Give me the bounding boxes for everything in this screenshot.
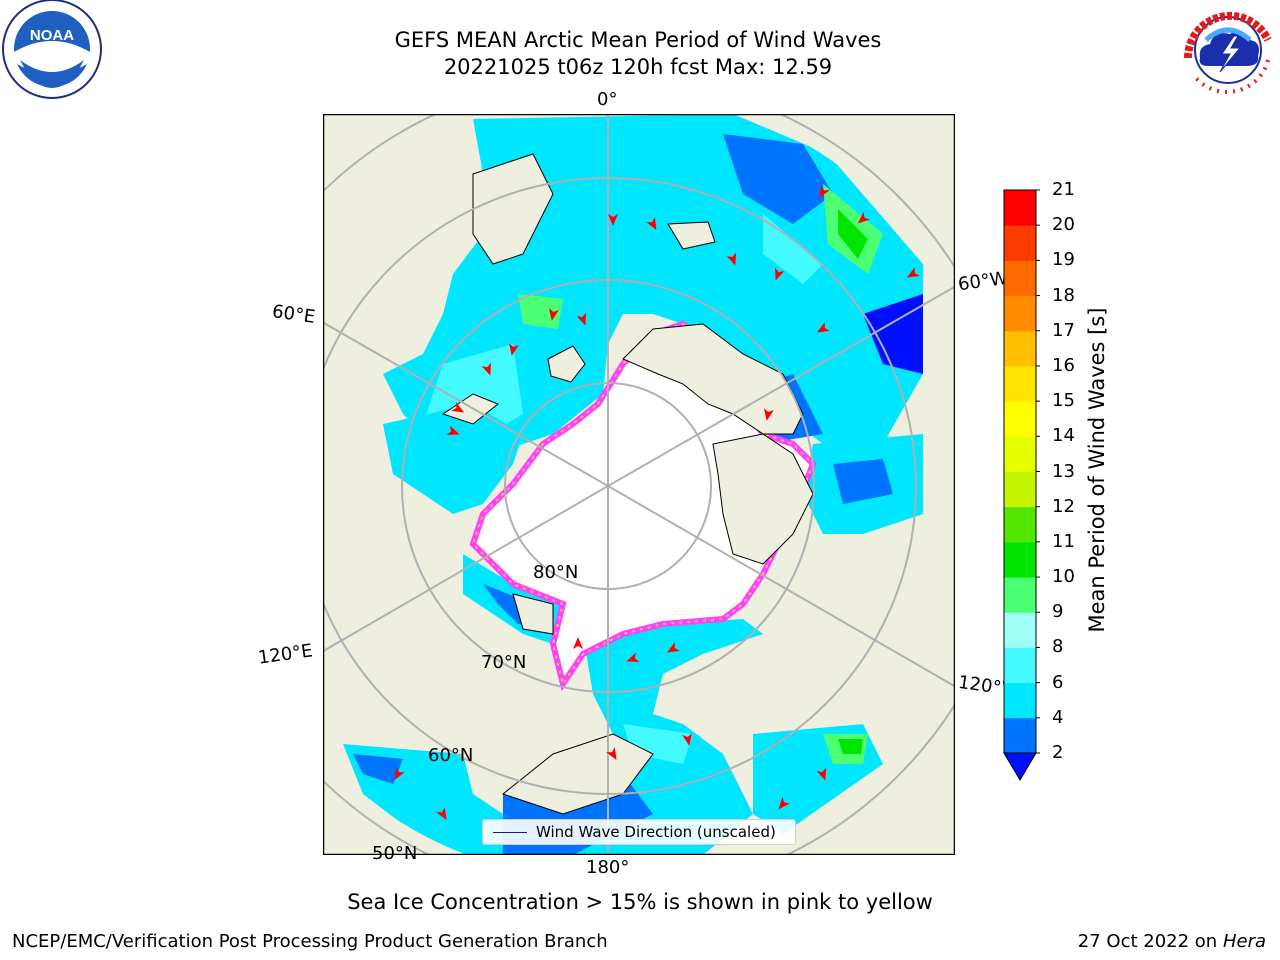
arrow <box>481 362 491 376</box>
colorbar-bin-6-8 <box>1004 647 1036 684</box>
canadian-archipelago <box>712 433 814 565</box>
wind-wave-arrows <box>394 185 920 821</box>
arrow <box>906 267 920 278</box>
arrow <box>608 214 618 226</box>
colorbar-tick-label: 17 <box>1052 319 1075 341</box>
colorbar-bin-18-19 <box>1004 260 1036 297</box>
colorbar-tick-label: 6 <box>1052 671 1064 693</box>
colorbar-tick-label: 21 <box>1052 179 1075 200</box>
colorbar-bin-11-12 <box>1004 506 1036 543</box>
label-lon-180: 180° <box>586 857 630 878</box>
colorbar-bin-12-13 <box>1004 471 1036 508</box>
legend-label: Wind Wave Direction (unscaled) <box>536 823 776 841</box>
colorbar-bin-16-17 <box>1004 330 1036 367</box>
colorbar-bin-10-11 <box>1004 541 1036 578</box>
colorbar-tick-label: 19 <box>1052 249 1075 271</box>
new-siberian-islands <box>512 593 554 635</box>
chart-title: GEFS MEAN Arctic Mean Period of Wind Wav… <box>394 28 882 52</box>
scandinavia-coast <box>472 153 554 265</box>
colorbar-bin-13-14 <box>1004 436 1036 472</box>
colorbar-tick-label: 9 <box>1052 601 1064 623</box>
colorbar-title: Mean Period of Wind Waves [s] <box>1085 307 1109 633</box>
arrow <box>508 343 519 356</box>
colorbar-tick-label: 15 <box>1052 390 1075 412</box>
polar-map <box>323 114 955 855</box>
nws-logo <box>1181 3 1275 97</box>
graticule <box>323 114 954 854</box>
arrow <box>682 733 693 746</box>
arrow <box>763 408 774 421</box>
colorbar-tick-label: 11 <box>1052 530 1075 552</box>
map-legend: Wind Wave Direction (unscaled) <box>482 819 796 845</box>
colorbar-tick-label: 10 <box>1052 566 1075 588</box>
arrow <box>726 252 736 266</box>
colorbar-bin-20-21 <box>1004 190 1036 226</box>
greenland <box>622 323 804 435</box>
footer-date-text: 27 Oct 2022 on <box>1077 931 1223 952</box>
colorbar-bin-15-16 <box>1004 365 1036 402</box>
colorbar-bin-2-4 <box>1004 717 1036 754</box>
arrow <box>816 767 826 781</box>
colorbar-bin-19-20 <box>1004 225 1036 261</box>
legend-line <box>493 831 527 833</box>
arrow <box>819 185 830 199</box>
sea-ice-note: Sea Ice Concentration > 15% is shown in … <box>347 890 933 914</box>
arrow <box>666 642 680 653</box>
colorbar-tick-label: 12 <box>1052 495 1075 517</box>
label-lon-120e: 120°E <box>256 640 314 669</box>
colorbar-tick-label: 8 <box>1052 636 1064 658</box>
arrow <box>446 425 460 435</box>
arrow <box>451 402 465 413</box>
iceland <box>667 221 716 250</box>
arrow <box>778 796 791 810</box>
colorbar-bin-8-9 <box>1004 612 1036 648</box>
colorbar-bin-4-6 <box>1004 682 1036 719</box>
novaya-zemlya <box>441 393 499 425</box>
svalbard <box>547 345 586 383</box>
colorbar-bin-14-15 <box>1004 401 1036 437</box>
arrow <box>775 267 785 281</box>
arrow <box>573 637 583 649</box>
arrow <box>548 308 559 321</box>
colorbar <box>1003 189 1040 781</box>
colorbar-tick-label: 13 <box>1052 460 1075 482</box>
colorbar-tick-label: 20 <box>1052 214 1075 236</box>
colorbar-tick-label: 16 <box>1052 354 1075 376</box>
colorbar-bin-17-18 <box>1004 295 1036 332</box>
label-lat-70: 70°N <box>481 652 527 673</box>
footer-credit: NCEP/EMC/Verification Post Processing Pr… <box>12 931 608 952</box>
label-lat-60: 60°N <box>428 745 474 766</box>
colorbar-tick-label: 18 <box>1052 284 1075 306</box>
footer-machine: Hera <box>1222 931 1266 952</box>
chart-subtitle: 20221025 t06z 120h fcst Max: 12.59 <box>443 55 833 79</box>
colorbar-under-triangle <box>1003 752 1037 781</box>
label-lat-80: 80°N <box>533 562 579 583</box>
colorbar-tick-label: 4 <box>1052 706 1064 728</box>
label-lon-0: 0° <box>597 89 618 110</box>
kara-sector <box>383 404 523 514</box>
label-lon-60e: 60°E <box>270 301 317 328</box>
label-lat-50: 50°N <box>372 843 418 864</box>
arrow <box>576 312 586 326</box>
noaa-logo-text: NOAA <box>30 27 74 44</box>
arrow <box>394 767 405 781</box>
arrow <box>626 652 640 662</box>
colorbar-bin-9-10 <box>1004 577 1036 613</box>
arrow <box>436 807 447 821</box>
arrow <box>606 747 617 761</box>
arrow <box>816 322 830 333</box>
colorbar-tick-label: 14 <box>1052 425 1075 447</box>
arrow <box>857 211 871 224</box>
arrow <box>646 217 657 231</box>
noaa-logo: NOAA <box>2 0 102 99</box>
colorbar-tick-label: 2 <box>1052 742 1064 763</box>
footer-date: 27 Oct 2022 on Hera <box>1078 931 1266 952</box>
